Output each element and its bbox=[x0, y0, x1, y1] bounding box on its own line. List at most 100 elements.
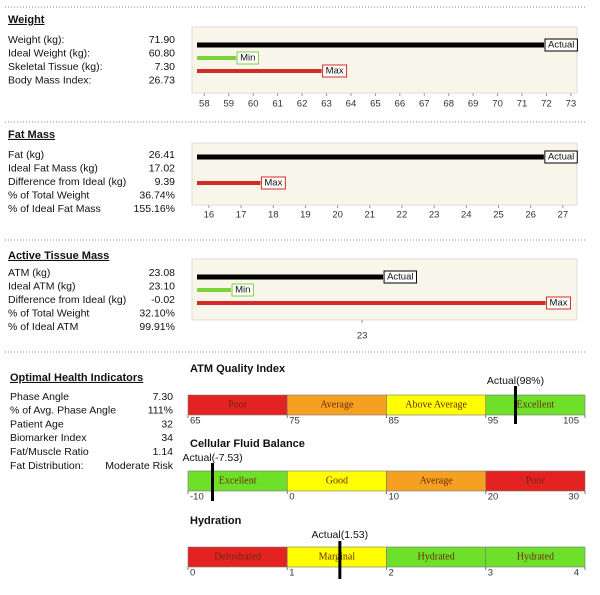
gauge-title: Hydration bbox=[190, 515, 242, 527]
gauge-title: ATM Quality Index bbox=[190, 363, 286, 375]
chart-frame bbox=[191, 142, 578, 206]
section-title: Optimal Health Indicators bbox=[10, 372, 143, 384]
row-label: Difference from Ideal (kg) bbox=[8, 294, 126, 306]
bar bbox=[197, 154, 544, 160]
band-label: Average bbox=[320, 399, 354, 410]
row-value: 1.14 bbox=[153, 446, 174, 458]
x-tick-label: 20 bbox=[332, 210, 343, 221]
x-tick-label: 24 bbox=[461, 210, 472, 221]
bar-label: Min bbox=[240, 53, 255, 64]
bar-label: Max bbox=[326, 66, 344, 77]
x-tick-label: 26 bbox=[525, 210, 536, 221]
x-tick-label: 19 bbox=[300, 210, 311, 221]
bar bbox=[197, 288, 232, 292]
row-value: 32 bbox=[161, 418, 173, 430]
bar-label-box bbox=[231, 283, 254, 297]
x-tick-label: 27 bbox=[558, 210, 569, 221]
x-tick-label: 0 bbox=[190, 568, 195, 579]
row-label: % of Ideal ATM bbox=[8, 321, 78, 333]
bar-label-box bbox=[546, 296, 572, 310]
band-label: Hydrated bbox=[418, 551, 455, 562]
row-value: 34 bbox=[161, 432, 173, 444]
band-label: Poor bbox=[526, 475, 546, 486]
separators bbox=[5, 6, 585, 353]
band-label: Marginal bbox=[319, 551, 356, 562]
row-label: Ideal Fat Mass (kg) bbox=[8, 162, 98, 174]
row-label: ATM (kg) bbox=[8, 267, 50, 279]
row-label: Ideal Weight (kg): bbox=[8, 47, 90, 59]
band-label: Hydrated bbox=[517, 551, 554, 562]
row-label: Weight (kg): bbox=[8, 34, 64, 46]
row-value: 111% bbox=[148, 405, 173, 417]
x-tick-label: 22 bbox=[397, 210, 408, 221]
x-tick-label: 17 bbox=[236, 210, 247, 221]
row-value: 99.91% bbox=[139, 321, 175, 333]
bar-label-box bbox=[236, 51, 259, 65]
row-label: Body Mass Index: bbox=[8, 75, 91, 87]
row-label: Difference from Ideal (kg) bbox=[8, 176, 126, 188]
row-label: Fat/Muscle Ratio bbox=[10, 446, 89, 458]
bar-label-box bbox=[322, 64, 348, 78]
x-tick-label: 1 bbox=[289, 568, 294, 579]
bar bbox=[197, 301, 546, 305]
gauge-title: Cellular Fluid Balance bbox=[190, 438, 305, 450]
x-tick-label: 68 bbox=[443, 99, 454, 110]
row-value: 7.30 bbox=[153, 391, 174, 403]
gauge-band bbox=[485, 546, 586, 568]
bar-label-box bbox=[260, 176, 286, 190]
marker-label: Actual(98%) bbox=[487, 375, 544, 387]
row-label: Ideal ATM (kg) bbox=[8, 280, 76, 292]
marker-label: Actual(1.53) bbox=[312, 529, 369, 541]
band-label: Excellent bbox=[516, 399, 554, 410]
bar bbox=[197, 42, 545, 48]
x-tick-label: 65 bbox=[190, 416, 201, 427]
x-tick-label: 61 bbox=[272, 99, 283, 110]
x-tick-label: 20 bbox=[488, 492, 499, 503]
x-tick-label: 69 bbox=[468, 99, 479, 110]
row-value: Moderate Risk bbox=[105, 460, 173, 472]
bar-label-box bbox=[544, 150, 578, 164]
x-tick-label: 73 bbox=[566, 99, 577, 110]
x-tick-label: 64 bbox=[346, 99, 357, 110]
x-tick-label: 23 bbox=[357, 331, 368, 342]
row-value: 26.73 bbox=[149, 75, 175, 87]
x-tick-label: 62 bbox=[297, 99, 308, 110]
x-tick-label: 72 bbox=[541, 99, 552, 110]
x-tick-label: 3 bbox=[488, 568, 493, 579]
band-label: Dehydrated bbox=[214, 551, 261, 562]
section-title: Weight bbox=[8, 14, 45, 26]
x-tick-label: 25 bbox=[493, 210, 504, 221]
row-value: 9.39 bbox=[155, 176, 176, 188]
row-label: Fat Distribution: bbox=[10, 460, 84, 472]
bar bbox=[197, 274, 384, 280]
band-label: Excellent bbox=[219, 475, 257, 486]
bar bbox=[197, 56, 237, 60]
x-tick-label: 70 bbox=[492, 99, 503, 110]
x-tick-label: 2 bbox=[389, 568, 394, 579]
x-tick-label: 4 bbox=[574, 568, 579, 579]
row-value: 32.10% bbox=[139, 308, 175, 320]
x-tick-label: 0 bbox=[289, 492, 294, 503]
row-value: 60.80 bbox=[149, 47, 175, 59]
x-tick-label: 10 bbox=[389, 492, 400, 503]
bar-label: Actual bbox=[548, 40, 574, 51]
row-value: 71.90 bbox=[149, 34, 175, 46]
x-tick-label: 60 bbox=[248, 99, 259, 110]
bar-label: Actual bbox=[548, 152, 574, 163]
x-tick-label: 67 bbox=[419, 99, 430, 110]
row-value: 17.02 bbox=[149, 162, 175, 174]
band-label: Above Average bbox=[405, 399, 467, 410]
x-tick-label: 16 bbox=[204, 210, 215, 221]
row-value: 36.74% bbox=[139, 190, 175, 202]
row-label: Phase Angle bbox=[10, 391, 69, 403]
bar-label: Max bbox=[550, 298, 568, 309]
x-tick-label: 95 bbox=[488, 416, 499, 427]
row-value: 26.41 bbox=[149, 149, 175, 161]
row-label: % of Avg. Phase Angle bbox=[10, 405, 116, 417]
band-label: Good bbox=[326, 475, 348, 486]
x-tick-label: 58 bbox=[199, 99, 210, 110]
bar bbox=[197, 69, 322, 73]
row-label: Skeletal Tissue (kg): bbox=[8, 61, 103, 73]
bar-label: Actual bbox=[387, 272, 413, 283]
